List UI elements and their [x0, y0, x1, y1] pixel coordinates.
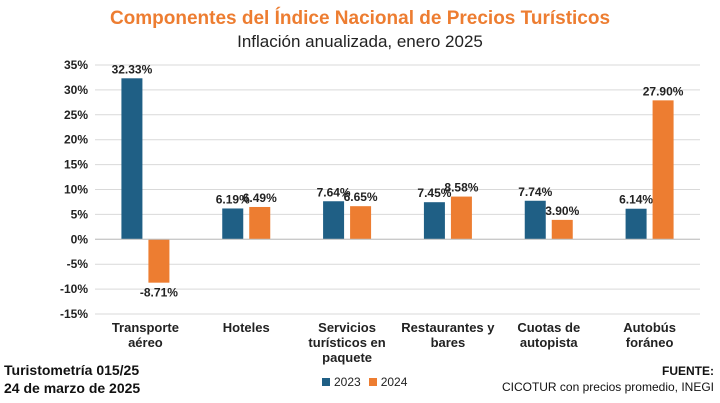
data-label: 27.90% [643, 84, 684, 98]
bar-2024 [350, 206, 372, 240]
chart-title: Componentes del Índice Nacional de Preci… [109, 8, 611, 29]
legend: 2023 2024 [322, 375, 407, 389]
bar-2024 [551, 219, 573, 240]
bar-2024 [148, 239, 170, 283]
footer-publication: Turistometría 015/25 [4, 362, 140, 378]
y-tick-label: -5% [67, 257, 89, 271]
x-tick-label: Cuotas de [517, 320, 580, 335]
x-tick-label: Autobús [623, 320, 676, 335]
y-tick-label: 30% [64, 83, 88, 97]
y-tick-label: 0% [71, 232, 89, 246]
footer-date: 24 de marzo de 2025 [4, 380, 141, 396]
y-tick-label: 10% [64, 183, 88, 197]
legend-swatch-2023 [322, 378, 330, 386]
data-label: 8.58% [444, 181, 478, 195]
bar-2023 [423, 202, 445, 240]
legend-item-2023: 2023 [322, 375, 361, 389]
bar-2024 [450, 196, 472, 240]
data-label: 6.14% [619, 193, 653, 207]
y-tick-label: 20% [64, 133, 88, 147]
source-text: CICOTUR con precios promedio, INEGI [501, 380, 714, 394]
x-tick-label: Hoteles [223, 320, 270, 335]
data-label: 6.65% [344, 190, 378, 204]
x-tick-label: aéreo [128, 335, 163, 350]
data-label: 7.45% [417, 186, 451, 200]
data-label: -8.71% [140, 286, 178, 300]
data-label: 7.74% [518, 185, 552, 199]
footer-left: Turistometría 015/25 24 de marzo de 2025 [4, 361, 140, 397]
x-tick-label: paquete [322, 350, 372, 365]
x-tick-label: Restaurantes y [401, 320, 495, 335]
y-tick-label: 25% [64, 108, 88, 122]
y-tick-label: 5% [71, 207, 89, 221]
y-tick-label: -15% [60, 307, 88, 321]
x-tick-label: Transporte [112, 320, 179, 335]
bar-2023 [323, 201, 345, 240]
bar-2024 [652, 100, 674, 240]
x-tick-label: autopista [520, 335, 579, 350]
footer-source: FUENTE: CICOTUR con precios promedio, IN… [502, 363, 714, 395]
y-tick-label: -10% [60, 282, 88, 296]
bar-2023 [524, 200, 546, 240]
legend-label-2023: 2023 [334, 375, 361, 389]
data-label: 6.19% [216, 192, 250, 206]
legend-swatch-2024 [368, 378, 377, 386]
legend-label-2024: 2024 [380, 375, 408, 389]
source-label: FUENTE: [662, 364, 714, 378]
x-tick-label: turísticos en [308, 335, 385, 350]
data-label: 3.90% [545, 204, 579, 218]
x-tick-label: Servicios [318, 320, 376, 335]
y-tick-label: 15% [64, 158, 88, 172]
data-label: 7.64% [317, 185, 351, 199]
bar-2023 [121, 78, 143, 240]
y-tick-label: 35% [64, 58, 88, 72]
bar-2023 [222, 208, 244, 240]
data-label: 6.49% [243, 191, 277, 205]
x-tick-label: bares [431, 335, 466, 350]
data-label: 32.33% [112, 62, 153, 76]
x-tick-label: foráneo [626, 335, 674, 350]
bar-2023 [625, 208, 647, 240]
bar-2024 [249, 206, 271, 240]
legend-item-2024: 2024 [368, 375, 408, 389]
chart-subtitle: Inflación anualizada, enero 2025 [237, 32, 483, 51]
